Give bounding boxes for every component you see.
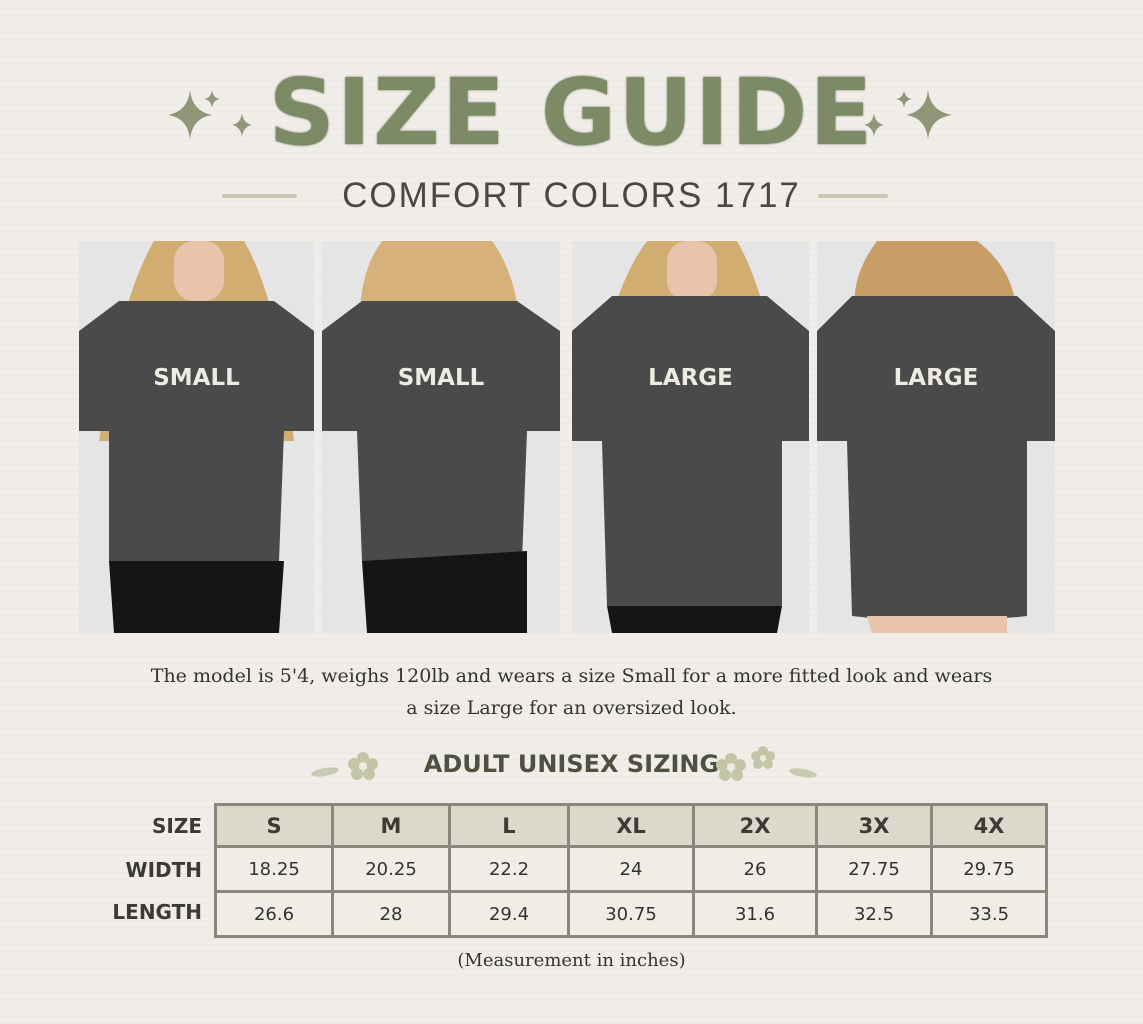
table-row: 18.25 20.25 22.2 24 26 27.75 29.75 xyxy=(214,845,1048,893)
width-cell: 20.25 xyxy=(331,845,451,893)
size-cell: 3X xyxy=(815,803,933,848)
row-label-length: LENGTH xyxy=(112,900,202,924)
size-cell: L xyxy=(448,803,570,848)
measurement-note: (Measurement in inches) xyxy=(457,950,686,971)
length-cell: 28 xyxy=(331,890,451,938)
width-cell: 22.2 xyxy=(448,845,570,893)
table-row: 26.6 28 29.4 30.75 31.6 32.5 33.5 xyxy=(214,890,1048,938)
description-line: The model is 5'4, weighs 120lb and wears… xyxy=(150,665,993,687)
divider xyxy=(222,194,297,198)
table-row: S M L XL 2X 3X 4X xyxy=(214,803,1048,848)
row-label-size: SIZE xyxy=(151,814,202,838)
size-label: LARGE xyxy=(893,365,979,391)
size-cell: 4X xyxy=(930,803,1048,848)
description-line: a size Large for an oversized look. xyxy=(406,697,737,719)
model-photo-large-front: LARGE xyxy=(572,241,809,633)
size-label: LARGE xyxy=(648,365,733,391)
model-photo-small-back: SMALL xyxy=(322,241,560,633)
flower-icon xyxy=(716,746,817,781)
width-cell: 29.75 xyxy=(930,845,1048,893)
length-cell: 29.4 xyxy=(448,890,570,938)
width-cell: 26 xyxy=(692,845,818,893)
flower-icon xyxy=(311,752,378,780)
size-label: SMALL xyxy=(397,365,485,391)
sparkle-icon xyxy=(864,90,952,140)
size-cell: 2X xyxy=(692,803,818,848)
model-description: The model is 5'4, weighs 120lb and wears… xyxy=(60,660,1083,724)
length-cell: 31.6 xyxy=(692,890,818,938)
page-title: SIZE GUIDE xyxy=(268,59,875,166)
size-cell: XL xyxy=(567,803,695,848)
length-cell: 32.5 xyxy=(815,890,933,938)
width-cell: 18.25 xyxy=(214,845,334,893)
size-cell: S xyxy=(214,803,334,848)
sparkle-icon xyxy=(168,90,252,140)
model-photo-large-back: LARGE xyxy=(817,241,1055,633)
width-cell: 24 xyxy=(567,845,695,893)
size-cell: M xyxy=(331,803,451,848)
sizing-title: ADULT UNISEX SIZING xyxy=(423,750,720,778)
model-photo-small-front: SMALL xyxy=(79,241,314,633)
length-cell: 26.6 xyxy=(214,890,334,938)
divider xyxy=(818,194,888,198)
size-label: SMALL xyxy=(153,365,240,391)
subtitle: COMFORT COLORS 1717 xyxy=(342,176,801,215)
length-cell: 30.75 xyxy=(567,890,695,938)
length-cell: 33.5 xyxy=(930,890,1048,938)
size-chart-table: S M L XL 2X 3X 4X 18.25 20.25 22.2 24 26… xyxy=(214,803,1048,938)
width-cell: 27.75 xyxy=(815,845,933,893)
row-label-width: WIDTH xyxy=(125,858,202,882)
